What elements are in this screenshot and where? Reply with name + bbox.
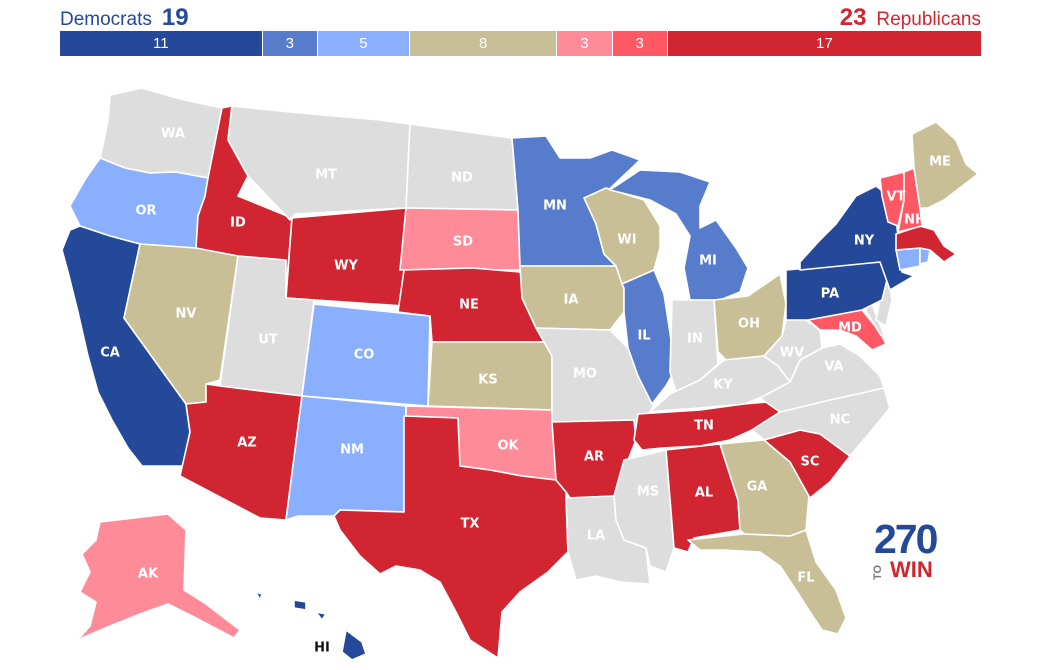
logo-win: WIN xyxy=(890,557,933,582)
bar-segment-likely_dem: 3 xyxy=(262,31,318,56)
state-mt[interactable] xyxy=(227,105,411,221)
state-wv[interactable] xyxy=(763,315,823,383)
bar-segment-leans_rep: 3 xyxy=(557,31,613,56)
site-logo[interactable]: 270 TO WIN xyxy=(872,518,952,584)
state-md[interactable] xyxy=(807,309,887,351)
state-label-hi: HI xyxy=(314,641,330,656)
state-az[interactable] xyxy=(179,383,303,521)
bar-segment-likely_rep: 3 xyxy=(612,31,668,56)
bar-segment-safe_dem: 11 xyxy=(60,31,263,56)
state-fl[interactable] xyxy=(687,529,847,635)
state-wy[interactable] xyxy=(285,207,407,307)
state-nd[interactable] xyxy=(405,123,519,211)
state-tn[interactable] xyxy=(633,399,791,451)
state-ct[interactable] xyxy=(895,247,921,271)
state-ca[interactable] xyxy=(61,225,191,467)
democrats-label: Democrats xyxy=(60,9,152,30)
state-me[interactable] xyxy=(911,121,979,209)
bar-segment-safe_rep: 17 xyxy=(667,31,981,56)
republicans-total: 23 Republicans xyxy=(840,4,981,32)
state-il[interactable] xyxy=(621,269,677,405)
state-tx[interactable] xyxy=(333,415,569,659)
state-mi[interactable] xyxy=(609,169,749,301)
state-sd[interactable] xyxy=(399,207,521,271)
state-ia[interactable] xyxy=(519,265,625,331)
bar-segment-leans_dem: 5 xyxy=(317,31,410,56)
republicans-label: Republicans xyxy=(876,9,981,30)
republicans-count: 23 xyxy=(839,4,867,31)
state-ma[interactable] xyxy=(895,225,957,263)
logo-to: TO xyxy=(872,564,884,580)
rating-bar: 11 3 5 8 3 3 17 xyxy=(60,31,981,56)
state-co[interactable] xyxy=(301,303,431,407)
bar-segment-toss_up: 8 xyxy=(409,31,558,56)
header: Democrats 19 23 Republicans xyxy=(60,4,981,32)
state-hi[interactable] xyxy=(255,591,367,661)
democrats-count: 19 xyxy=(161,4,189,31)
democrats-total: Democrats 19 xyxy=(60,4,189,32)
state-ks[interactable] xyxy=(427,341,553,411)
logo-number: 270 xyxy=(874,516,938,562)
state-ak[interactable] xyxy=(59,513,241,661)
state-nm[interactable] xyxy=(285,395,407,521)
